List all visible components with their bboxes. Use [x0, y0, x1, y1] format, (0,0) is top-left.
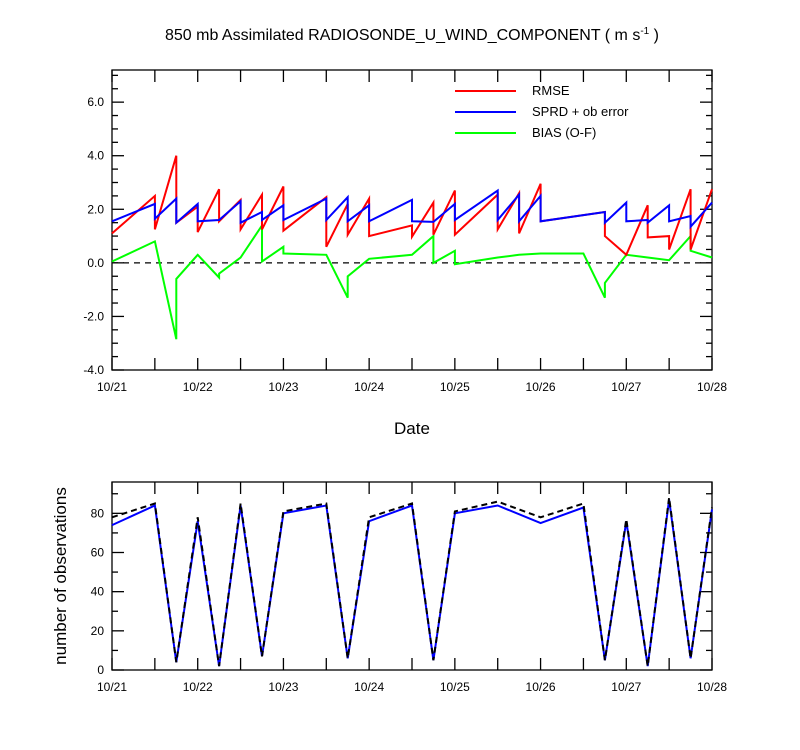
x-tick-label: 10/21: [97, 380, 127, 394]
y-tick-label: 80: [91, 506, 105, 520]
y-tick-label: 40: [91, 585, 105, 599]
y-tick-label: 0.0: [87, 256, 104, 270]
x-tick-label: 10/28: [697, 680, 727, 694]
x-tick-label: 10/26: [526, 380, 556, 394]
x-tick-label: 10/22: [183, 380, 213, 394]
y-tick-label: -4.0: [83, 363, 104, 377]
bias-series-line: [111, 222, 713, 340]
legend: RMSE SPRD + ob error BIAS (O-F): [455, 83, 629, 140]
x-tick-label: 10/28: [697, 380, 727, 394]
y-tick-label: 2.0: [87, 202, 104, 216]
nobs-axis-title: number of observations: [51, 487, 70, 665]
date-axis-title: Date: [394, 419, 430, 438]
x-tick-label: 10/25: [440, 380, 470, 394]
y-tick-label: 4.0: [87, 149, 104, 163]
x-tick-label: 10/26: [526, 680, 556, 694]
x-tick-label: 10/24: [354, 380, 384, 394]
x-tick-label: 10/27: [611, 680, 641, 694]
bottom-series-group: [111, 497, 713, 667]
bottom-x-tick-labels: 10/21 10/22 10/23 10/24 10/25 10/26 10/27 10/28: [97, 680, 727, 694]
y-tick-label: -2.0: [83, 309, 104, 323]
legend-bias-label: BIAS (O-F): [532, 125, 596, 140]
x-tick-label: 10/27: [611, 380, 641, 394]
x-tick-label: 10/24: [354, 680, 384, 694]
chart-title: 850 mb Assimilated RADIOSONDE_U_WIND_COM…: [165, 26, 659, 44]
x-tick-label: 10/25: [440, 680, 470, 694]
rmse-series-line: [111, 155, 713, 257]
y-tick-label: 60: [91, 546, 105, 560]
x-tick-label: 10/23: [268, 680, 298, 694]
y-tick-label: 0: [97, 663, 104, 677]
sprd-series-line: [111, 188, 713, 230]
top-y-tick-labels: -4.0 -2.0 0.0 2.0 4.0 6.0: [83, 95, 104, 377]
top-x-tick-labels: 10/21 10/22 10/23 10/24 10/25 10/26 10/27 10/28: [97, 380, 727, 394]
bottom-y-tick-labels: 0 20 40 60 80: [91, 506, 105, 677]
x-tick-label: 10/21: [97, 680, 127, 694]
legend-sprd-label: SPRD + ob error: [532, 104, 629, 119]
bottom-axis-ticks: [111, 482, 713, 671]
x-tick-label: 10/22: [183, 680, 213, 694]
y-tick-label: 6.0: [87, 95, 104, 109]
legend-rmse-label: RMSE: [532, 83, 570, 98]
y-tick-label: 20: [91, 624, 105, 638]
nobs-possible-line: [111, 497, 713, 667]
x-tick-label: 10/23: [268, 380, 298, 394]
nobs-used-line: [111, 499, 713, 667]
top-series-group: [111, 155, 713, 340]
